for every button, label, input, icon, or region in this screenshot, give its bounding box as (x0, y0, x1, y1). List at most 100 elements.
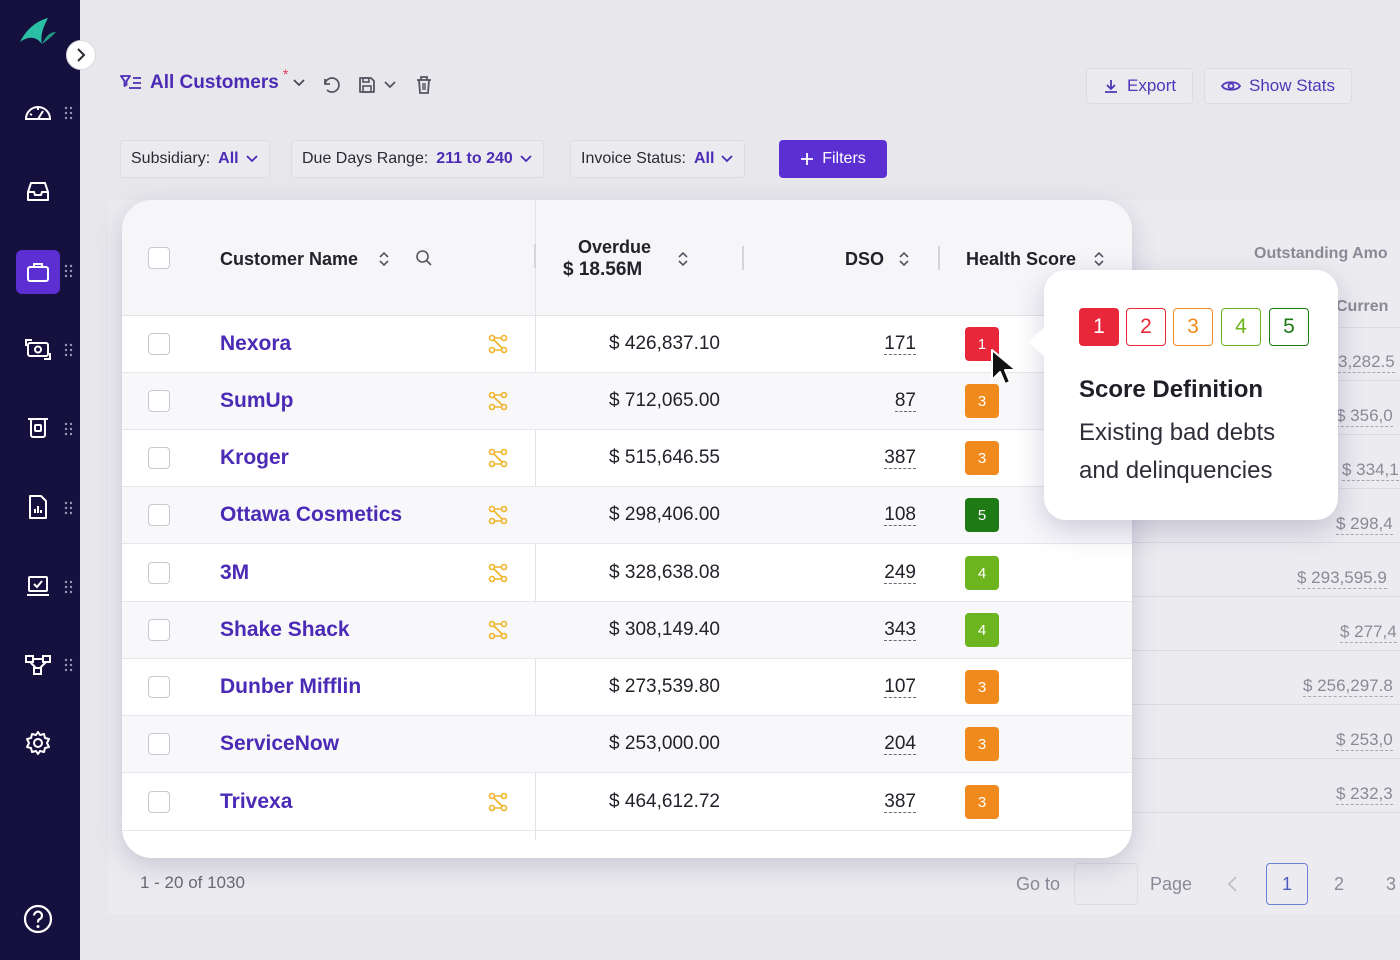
subsidiary-filter-value: All (218, 150, 239, 167)
health-score-badge[interactable]: 3 (965, 384, 999, 418)
sort-icon[interactable] (1093, 250, 1105, 268)
outstanding-amount: $ 256,297.8 (1303, 676, 1393, 697)
hierarchy-link-icon[interactable] (488, 334, 508, 354)
filters-button[interactable]: Filters (779, 140, 887, 178)
hierarchy-link-icon[interactable] (488, 505, 508, 525)
sort-icon[interactable] (677, 250, 689, 268)
table-row[interactable]: ServiceNow $ 253,000.00 204 3 (122, 716, 1132, 773)
customer-name-link[interactable]: Nexora (220, 332, 292, 355)
hierarchy-link-icon[interactable] (488, 792, 508, 812)
help-icon[interactable] (22, 903, 54, 935)
sidebar-toggle-button[interactable] (66, 40, 96, 70)
row-checkbox[interactable] (148, 562, 170, 584)
nav-payments[interactable] (16, 327, 60, 371)
score-legend-item: 1 (1079, 308, 1119, 346)
page-button[interactable]: 1 (1266, 863, 1308, 905)
due-days-filter-value: 211 to 240 (436, 150, 513, 167)
due-days-filter[interactable]: Due Days Range: 211 to 240 (291, 140, 544, 178)
health-score-badge[interactable]: 3 (965, 727, 999, 761)
show-stats-button[interactable]: Show Stats (1204, 68, 1352, 104)
customer-name-link[interactable]: Kroger (220, 446, 289, 469)
row-checkbox[interactable] (148, 619, 170, 641)
table-row[interactable]: Ottawa Cosmetics $ 298,406.00 108 5 (122, 487, 1132, 544)
overdue-amount: $ 253,000.00 (609, 733, 720, 754)
row-checkbox[interactable] (148, 504, 170, 526)
dso-value[interactable]: 171 (884, 333, 916, 355)
undo-icon[interactable] (320, 75, 340, 95)
search-icon[interactable] (415, 249, 433, 267)
table-row[interactable]: SumUp $ 712,065.00 87 3 (122, 373, 1132, 430)
export-label: Export (1127, 76, 1177, 95)
dso-value[interactable]: 387 (884, 791, 916, 813)
row-checkbox[interactable] (148, 791, 170, 813)
customer-name-link[interactable]: Shake Shack (220, 618, 350, 641)
customer-name-link[interactable]: ServiceNow (220, 732, 340, 755)
chevron-down-icon[interactable] (383, 80, 397, 90)
trash-icon[interactable] (415, 75, 433, 95)
invoice-status-filter[interactable]: Invoice Status: All (570, 140, 746, 178)
hierarchy-link-icon[interactable] (488, 448, 508, 468)
outstanding-amount: $ 298,4 (1336, 514, 1393, 535)
customer-name-link[interactable]: SumUp (220, 389, 294, 412)
dso-value[interactable]: 387 (884, 447, 916, 469)
health-score-badge[interactable]: 4 (965, 556, 999, 590)
grip-icon (64, 343, 74, 357)
select-all-checkbox[interactable] (148, 247, 170, 269)
nav-settings[interactable] (16, 721, 60, 765)
sort-icon[interactable] (898, 250, 910, 268)
sort-icon[interactable] (378, 250, 390, 268)
nav-dashboard[interactable] (16, 90, 60, 134)
dso-value[interactable]: 249 (884, 562, 916, 584)
overdue-header[interactable]: Overdue (578, 237, 652, 257)
nav-customers[interactable] (16, 250, 60, 294)
row-checkbox[interactable] (148, 390, 170, 412)
dso-value[interactable]: 108 (884, 504, 916, 526)
dso-value[interactable]: 107 (884, 676, 916, 698)
table-row[interactable]: Dunber Mifflin $ 273,539.80 107 3 (122, 659, 1132, 716)
health-score-header[interactable]: Health Score (966, 249, 1077, 269)
table-row[interactable]: Trivexa $ 464,612.72 387 3 (122, 774, 1132, 831)
nav-tasks[interactable] (16, 564, 60, 608)
dso-value[interactable]: 87 (894, 390, 916, 412)
subsidiary-filter[interactable]: Subsidiary: All (120, 140, 270, 178)
hierarchy-link-icon[interactable] (488, 391, 508, 411)
goto-page-input[interactable] (1074, 863, 1138, 905)
outstanding-amount: $ 232,3 (1336, 784, 1393, 805)
table-row[interactable]: Shake Shack $ 308,149.40 343 4 (122, 602, 1132, 659)
nav-workflow[interactable] (16, 643, 60, 687)
health-score-badge[interactable]: 4 (965, 613, 999, 647)
health-score-badge[interactable]: 3 (965, 441, 999, 475)
inbox-icon (27, 182, 49, 201)
table-row[interactable]: 3M $ 328,638.08 249 4 (122, 545, 1132, 602)
export-button[interactable]: Export (1086, 68, 1194, 104)
page-button[interactable]: 3 (1385, 873, 1396, 894)
score-legend-item: 3 (1173, 308, 1213, 346)
row-checkbox[interactable] (148, 333, 170, 355)
prev-page-icon[interactable] (1226, 875, 1240, 893)
customer-name-link[interactable]: 3M (220, 561, 250, 584)
page-button[interactable]: 2 (1333, 873, 1344, 894)
view-selector[interactable]: All Customers * (120, 66, 306, 94)
nav-inbox[interactable] (16, 170, 60, 214)
customer-name-link[interactable]: Trivexa (220, 790, 293, 813)
nav-cash[interactable] (16, 406, 60, 450)
customer-name-link[interactable]: Ottawa Cosmetics (220, 503, 403, 526)
hierarchy-link-icon[interactable] (488, 563, 508, 583)
dso-value[interactable]: 204 (884, 733, 916, 755)
health-score-badge[interactable]: 3 (965, 785, 999, 819)
page-label: Page (1150, 874, 1193, 894)
dso-value[interactable]: 343 (884, 619, 916, 641)
customer-name-header[interactable]: Customer Name (220, 249, 359, 269)
customer-name-link[interactable]: Dunber Mifflin (220, 675, 362, 698)
save-icon[interactable] (357, 75, 377, 95)
dso-header[interactable]: DSO (845, 249, 885, 269)
row-checkbox[interactable] (148, 733, 170, 755)
row-checkbox[interactable] (148, 676, 170, 698)
table-row[interactable]: Kroger $ 515,646.55 387 3 (122, 430, 1132, 487)
hierarchy-link-icon[interactable] (488, 620, 508, 640)
health-score-badge[interactable]: 3 (965, 670, 999, 704)
table-row[interactable]: Nexora $ 426,837.10 171 1 (122, 316, 1132, 373)
row-checkbox[interactable] (148, 447, 170, 469)
nav-reports[interactable] (16, 485, 60, 529)
health-score-badge[interactable]: 5 (965, 498, 999, 532)
